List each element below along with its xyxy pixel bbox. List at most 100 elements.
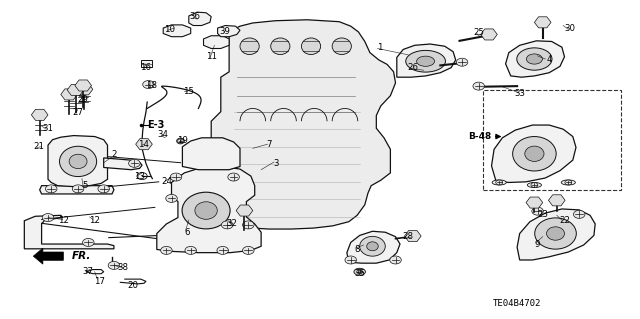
Ellipse shape [221, 221, 233, 229]
Text: E-3: E-3 [147, 120, 164, 130]
Text: 2: 2 [111, 150, 116, 159]
Polygon shape [236, 205, 253, 216]
Ellipse shape [143, 80, 154, 89]
Text: 14: 14 [138, 140, 150, 149]
Polygon shape [182, 138, 240, 170]
Ellipse shape [301, 38, 321, 55]
Polygon shape [347, 231, 400, 263]
Ellipse shape [456, 58, 468, 66]
Ellipse shape [178, 139, 183, 143]
Text: 37: 37 [83, 267, 94, 276]
Text: 26: 26 [407, 63, 419, 72]
Polygon shape [40, 186, 114, 194]
Polygon shape [24, 215, 114, 249]
Polygon shape [492, 125, 576, 182]
Ellipse shape [492, 180, 506, 185]
Ellipse shape [535, 218, 576, 249]
Polygon shape [67, 85, 84, 95]
Polygon shape [481, 29, 497, 40]
Ellipse shape [513, 137, 556, 171]
Ellipse shape [526, 54, 543, 64]
Polygon shape [189, 12, 211, 26]
Bar [483, 90, 621, 190]
Text: 16: 16 [140, 63, 152, 72]
Text: 34: 34 [157, 130, 169, 139]
Text: 5: 5 [83, 181, 88, 189]
Text: 11: 11 [205, 52, 217, 61]
Ellipse shape [354, 268, 365, 275]
Ellipse shape [240, 38, 259, 55]
Ellipse shape [228, 173, 239, 181]
Text: 31: 31 [42, 124, 54, 133]
Text: 4: 4 [547, 56, 552, 64]
Text: 1: 1 [378, 43, 383, 52]
Polygon shape [61, 89, 77, 100]
Text: 8: 8 [355, 245, 360, 254]
Ellipse shape [182, 192, 230, 229]
Text: 29: 29 [78, 95, 88, 104]
Ellipse shape [177, 138, 184, 144]
Ellipse shape [496, 180, 502, 185]
Polygon shape [548, 195, 565, 206]
Ellipse shape [60, 146, 97, 177]
Text: 38: 38 [117, 263, 129, 272]
Polygon shape [104, 158, 142, 170]
Polygon shape [218, 26, 240, 37]
Text: 28: 28 [403, 232, 414, 241]
Polygon shape [517, 209, 595, 260]
Ellipse shape [357, 270, 363, 274]
Ellipse shape [547, 227, 564, 240]
Ellipse shape [45, 185, 57, 193]
Bar [141, 60, 152, 67]
Ellipse shape [367, 242, 378, 251]
Ellipse shape [98, 185, 109, 193]
Polygon shape [136, 139, 152, 150]
Ellipse shape [243, 247, 254, 255]
Text: 27: 27 [72, 108, 84, 117]
Text: 12: 12 [89, 216, 100, 225]
Text: 17: 17 [93, 277, 105, 286]
Text: 36: 36 [189, 12, 201, 21]
Ellipse shape [137, 173, 147, 180]
Ellipse shape [195, 202, 218, 219]
Text: 12: 12 [58, 216, 70, 225]
Ellipse shape [69, 154, 87, 169]
Ellipse shape [532, 207, 543, 215]
Ellipse shape [561, 180, 575, 185]
Ellipse shape [42, 214, 54, 221]
Text: 6: 6 [185, 228, 190, 237]
Polygon shape [163, 25, 191, 37]
Ellipse shape [166, 194, 177, 203]
Text: 32: 32 [226, 219, 237, 228]
Ellipse shape [565, 180, 572, 185]
Polygon shape [204, 36, 229, 48]
Text: 30: 30 [564, 24, 575, 33]
Ellipse shape [360, 236, 385, 256]
Polygon shape [506, 41, 564, 77]
Polygon shape [534, 17, 551, 28]
Polygon shape [76, 84, 93, 95]
Ellipse shape [531, 182, 538, 188]
Ellipse shape [517, 48, 552, 70]
Text: FR.: FR. [72, 251, 91, 261]
Ellipse shape [161, 247, 172, 255]
Text: 39: 39 [220, 27, 230, 36]
Text: 3: 3 [274, 159, 279, 168]
Text: 35: 35 [354, 269, 365, 278]
Text: 10: 10 [164, 25, 175, 34]
Text: 21: 21 [33, 142, 44, 151]
Polygon shape [31, 109, 48, 120]
Text: 7: 7 [266, 140, 271, 149]
Text: 20: 20 [127, 281, 139, 290]
Text: TE04B4702: TE04B4702 [493, 299, 541, 308]
Polygon shape [33, 248, 63, 264]
Ellipse shape [243, 221, 254, 229]
Ellipse shape [72, 185, 84, 193]
Polygon shape [157, 167, 261, 253]
Ellipse shape [345, 256, 356, 264]
Text: 33: 33 [514, 89, 525, 98]
Ellipse shape [217, 247, 228, 255]
Ellipse shape [473, 82, 484, 90]
Text: 19: 19 [177, 137, 188, 145]
Ellipse shape [83, 239, 94, 247]
